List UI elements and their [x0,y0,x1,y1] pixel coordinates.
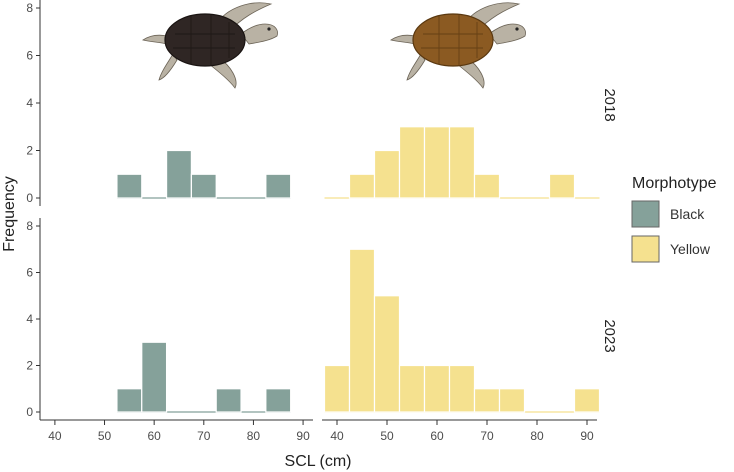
histogram-bar [448,126,476,199]
histogram-bar [423,126,451,199]
histogram-bar [398,126,426,199]
histogram-bar [398,364,426,413]
x-tick-label: 90 [296,429,310,443]
histogram-bar [448,364,476,413]
y-tick-label: 4 [26,312,33,326]
facet-label-2023: 2023 [601,319,618,352]
histogram-bar [548,173,576,199]
legend-label-yellow: Yellow [670,241,711,257]
y-tick-label: 0 [26,405,33,419]
legend-swatch-black [631,200,660,228]
histogram-bar [215,388,242,413]
y-axis-row-2023: 0 2 4 6 8 [26,218,41,420]
histogram-bar [116,388,143,413]
histogram-bar [423,364,451,413]
histogram-bar [265,388,292,413]
x-tick-label: 70 [480,429,494,443]
x-tick-label: 70 [197,429,211,443]
black-sea-turtle-icon [142,2,278,89]
x-tick-label: 80 [530,429,544,443]
y-tick-label: 2 [26,359,33,373]
x-tick-label: 80 [247,429,261,443]
legend-label-black: Black [670,206,705,222]
histogram-bar [348,173,376,199]
legend-title: Morphotype [632,175,717,192]
y-tick-label: 2 [26,144,33,158]
facet-label-2018: 2018 [601,88,618,121]
legend: Morphotype Black Yellow [631,175,717,263]
panel-2018-black [116,149,292,199]
x-axis-col-yellow: 40 50 60 70 80 90 [322,419,597,443]
x-axis-col-black: 40 50 60 70 80 90 [40,419,313,443]
x-tick-label: 90 [580,429,594,443]
yellow-sea-turtle-icon [390,2,526,89]
legend-swatch-yellow [631,235,660,263]
shell-scutes [421,15,483,65]
histogram-bar [473,388,501,413]
rear-flipper [406,53,426,81]
panel-2023-black [116,341,292,413]
histogram-bar [116,173,143,199]
shell-scutes [173,15,235,65]
head [488,23,526,45]
shell [164,13,246,67]
x-tick-label: 40 [330,429,344,443]
histogram-bar [573,388,601,413]
histogram-bar [323,364,351,413]
x-tick-label: 50 [380,429,394,443]
y-tick-label: 0 [26,191,33,205]
head [240,23,278,45]
histogram-bar [373,149,401,199]
tail [142,34,168,45]
histogram-bar [373,295,401,413]
histogram-bar [498,388,526,413]
histogram-bar [473,173,501,199]
y-tick-label: 4 [26,96,33,110]
y-tick-label: 6 [26,266,33,280]
y-tick-label: 8 [26,1,33,15]
y-tick-label: 6 [26,49,33,63]
eye [515,27,519,31]
y-axis-row-2018: 0 2 4 6 8 [26,0,41,206]
y-axis-title: Frequency [1,176,18,252]
x-tick-label: 50 [98,429,112,443]
histogram-bar [348,248,376,413]
histogram-bar [190,173,217,199]
x-tick-label: 60 [147,429,161,443]
eye [267,27,271,31]
panel-2018-yellow [324,126,600,199]
panel-2023-yellow [323,248,601,413]
tail [390,34,416,45]
histogram-bar [165,149,192,199]
histogram-bar [265,173,292,199]
shell [412,13,494,67]
rear-flipper [158,53,178,81]
x-axis-title: SCL (cm) [285,453,352,470]
y-tick-label: 8 [26,219,33,233]
histogram-bar [141,341,168,413]
x-tick-label: 40 [48,429,62,443]
x-tick-label: 60 [430,429,444,443]
